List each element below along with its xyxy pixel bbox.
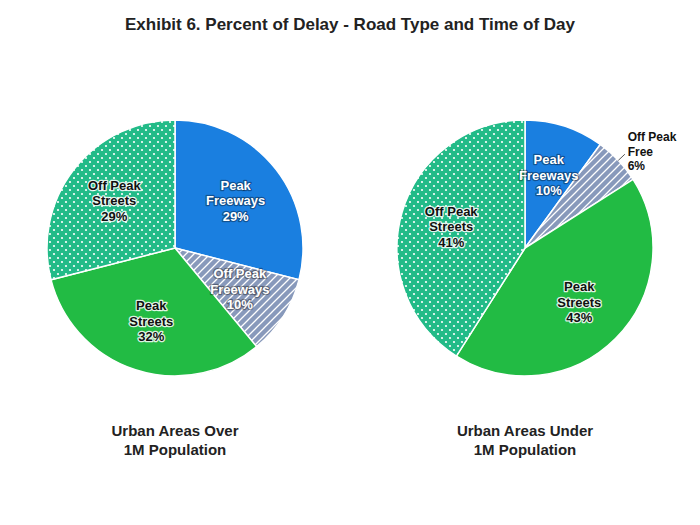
slice	[47, 120, 175, 280]
data-label: Off PeakStreets41%	[425, 204, 479, 250]
data-label: Off PeakFree6%	[628, 130, 677, 173]
value-label: 43%	[566, 310, 592, 325]
chart-title-line: Urban Areas Under	[457, 422, 593, 439]
category-label: Streets	[92, 193, 136, 208]
data-label: PeakStreets43%	[557, 279, 601, 325]
value-label: 10%	[227, 297, 253, 312]
slice	[397, 120, 525, 356]
leader-line	[618, 154, 625, 160]
category-label: Streets	[129, 314, 173, 329]
value-label: 32%	[138, 329, 164, 344]
chart-title-line: Urban Areas Over	[111, 422, 238, 439]
data-label: PeakFreeways10%	[519, 152, 578, 198]
category-label: Peak	[564, 279, 595, 294]
title: Exhibit 6. Percent of Delay - Road Type …	[125, 15, 576, 34]
data-label: PeakStreets32%	[129, 298, 173, 344]
category-label: Freeways	[519, 168, 578, 183]
value-label: 10%	[536, 183, 562, 198]
value-label: 41%	[438, 235, 464, 250]
chart-title-line: 1M Population	[474, 441, 577, 458]
data-labels: PeakFreeways29%Off PeakFreeways10%PeakSt…	[88, 178, 270, 344]
data-label: Off PeakFreeways10%	[210, 266, 269, 312]
value-label: 6%	[628, 159, 646, 173]
chart: Exhibit 6. Percent of Delay - Road Type …	[0, 0, 700, 525]
chart-title: Urban Areas Under 1M Population	[457, 422, 593, 458]
pie	[397, 120, 653, 376]
category-label: Free	[628, 145, 654, 159]
value-label: 29%	[101, 209, 127, 224]
category-label: Peak	[220, 178, 251, 193]
category-label: Peak	[136, 298, 167, 313]
category-label: Off Peak	[425, 204, 479, 219]
category-label: Streets	[557, 295, 601, 310]
category-label: Off Peak	[628, 130, 677, 144]
data-labels: PeakFreeways10%Off PeakFree6%PeakStreets…	[425, 130, 677, 325]
chart-title-line: 1M Population	[124, 441, 227, 458]
category-label: Freeways	[210, 282, 269, 297]
category-label: Freeways	[206, 193, 265, 208]
chart-title: Urban Areas Over 1M Population	[111, 422, 238, 458]
category-label: Peak	[534, 152, 565, 167]
category-label: Off Peak	[88, 178, 142, 193]
value-label: 29%	[223, 209, 249, 224]
category-label: Streets	[429, 219, 473, 234]
data-label: PeakFreeways29%	[206, 178, 265, 224]
category-label: Off Peak	[213, 266, 267, 281]
data-label: Off PeakStreets29%	[88, 178, 142, 224]
pie	[47, 120, 303, 376]
